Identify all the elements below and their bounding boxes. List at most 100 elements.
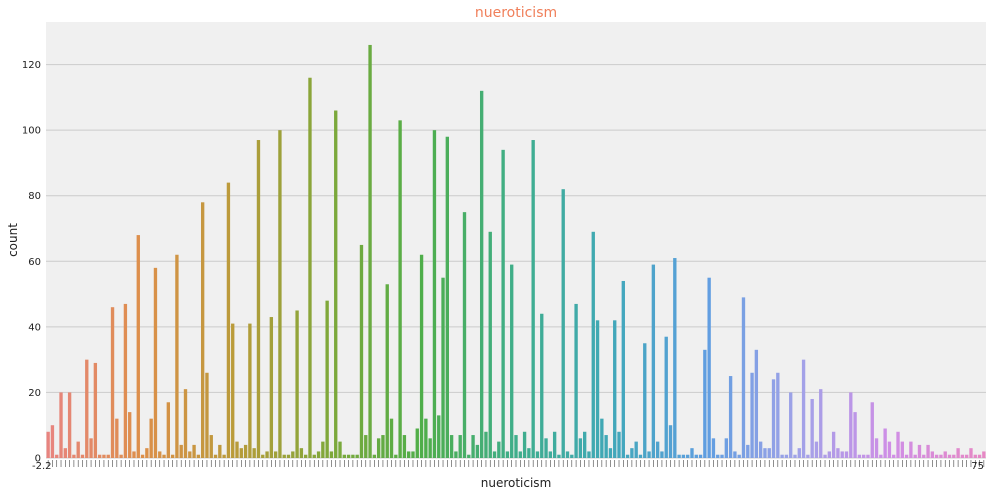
bar bbox=[716, 454, 720, 458]
bar bbox=[797, 448, 801, 458]
bar bbox=[269, 317, 274, 458]
bar bbox=[63, 448, 67, 458]
bar bbox=[698, 454, 703, 458]
bar bbox=[677, 454, 681, 458]
bar bbox=[256, 140, 261, 458]
chart-title: nueroticism bbox=[475, 5, 557, 21]
y-tick-label: 80 bbox=[28, 191, 41, 202]
bar bbox=[162, 454, 166, 458]
bar bbox=[591, 231, 595, 458]
bar bbox=[793, 454, 797, 458]
bar bbox=[866, 454, 870, 458]
bar bbox=[128, 412, 132, 458]
bar bbox=[235, 441, 239, 458]
bar bbox=[261, 454, 265, 458]
bar bbox=[806, 454, 810, 458]
bar bbox=[600, 418, 604, 458]
bar bbox=[325, 300, 329, 458]
bar bbox=[286, 454, 291, 458]
bar bbox=[351, 454, 355, 458]
bar bbox=[368, 44, 372, 458]
bar bbox=[711, 438, 716, 458]
bar bbox=[655, 441, 660, 458]
bar bbox=[471, 435, 475, 458]
bar bbox=[874, 438, 879, 458]
bar bbox=[857, 454, 862, 458]
bar bbox=[527, 448, 531, 458]
bar bbox=[574, 303, 578, 458]
bar bbox=[59, 392, 63, 458]
bar bbox=[372, 454, 377, 458]
bar bbox=[544, 438, 548, 458]
bar bbox=[870, 402, 874, 458]
bar bbox=[424, 418, 428, 458]
bar bbox=[681, 454, 686, 458]
bar bbox=[853, 412, 857, 458]
bar bbox=[218, 444, 222, 458]
bar bbox=[608, 448, 613, 458]
bar bbox=[89, 438, 93, 458]
bar bbox=[46, 431, 50, 458]
bar bbox=[308, 77, 312, 458]
bar bbox=[407, 451, 411, 458]
bar bbox=[827, 451, 832, 458]
bar bbox=[879, 454, 883, 458]
bar bbox=[900, 441, 904, 458]
bar bbox=[613, 320, 617, 458]
bar bbox=[514, 435, 518, 458]
bar bbox=[381, 435, 385, 458]
bar bbox=[428, 438, 432, 458]
bar bbox=[441, 277, 445, 458]
bar bbox=[437, 415, 441, 458]
bar bbox=[136, 235, 140, 458]
bar bbox=[342, 454, 346, 458]
x-ticks: -2.2 75 bbox=[32, 460, 985, 472]
bar bbox=[415, 428, 419, 458]
bar bbox=[922, 454, 926, 458]
bar bbox=[475, 444, 480, 458]
bar bbox=[651, 264, 656, 458]
bar bbox=[80, 454, 85, 458]
bar bbox=[960, 454, 965, 458]
bar bbox=[634, 441, 638, 458]
bar bbox=[119, 454, 123, 458]
bar bbox=[977, 454, 982, 458]
bar bbox=[763, 448, 767, 458]
bar bbox=[102, 454, 106, 458]
bar bbox=[557, 454, 561, 458]
bar bbox=[831, 431, 836, 458]
bar bbox=[329, 451, 334, 458]
bar bbox=[595, 320, 600, 458]
bar bbox=[578, 438, 583, 458]
bar bbox=[917, 444, 922, 458]
bar bbox=[170, 454, 175, 458]
bar bbox=[166, 402, 170, 458]
bar bbox=[153, 267, 158, 458]
bar bbox=[836, 448, 840, 458]
bar bbox=[50, 425, 55, 458]
bar bbox=[282, 454, 286, 458]
bar bbox=[226, 182, 231, 458]
bar bbox=[479, 90, 484, 458]
bar bbox=[926, 444, 930, 458]
bar bbox=[85, 359, 89, 458]
bar bbox=[278, 130, 282, 458]
bar bbox=[896, 431, 900, 458]
bar bbox=[660, 451, 664, 458]
bar bbox=[973, 454, 977, 458]
bar bbox=[647, 451, 651, 458]
bar bbox=[389, 418, 394, 458]
bar bbox=[947, 454, 952, 458]
bar bbox=[97, 454, 102, 458]
bar bbox=[295, 310, 299, 458]
bar bbox=[213, 454, 218, 458]
bar bbox=[209, 435, 213, 458]
bar bbox=[501, 149, 505, 458]
bar bbox=[767, 448, 771, 458]
bar bbox=[776, 372, 780, 458]
bar bbox=[844, 451, 849, 458]
bar bbox=[432, 130, 437, 458]
x-axis-label: nueroticism bbox=[481, 476, 552, 490]
bar bbox=[535, 451, 540, 458]
